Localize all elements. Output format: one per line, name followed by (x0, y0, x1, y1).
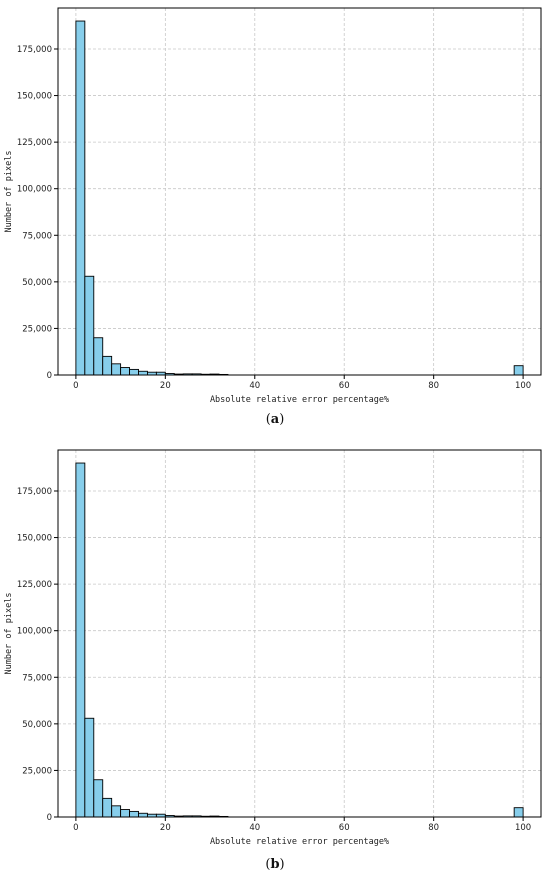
grid-lines-a (58, 8, 541, 376)
x-tick-label: 0 (73, 823, 78, 833)
y-tick-label: 150,000 (17, 92, 52, 102)
histogram-bar (75, 462, 86, 818)
y-tick-label: 100,000 (17, 185, 52, 195)
y-tick-label: 75,000 (22, 231, 52, 241)
histogram-bar (102, 797, 113, 818)
x-tick-label: 60 (339, 381, 350, 391)
y-tick-label: 125,000 (17, 580, 52, 590)
histogram-bar (120, 809, 131, 818)
y-tick-label: 50,000 (22, 720, 52, 730)
x-tick-label: 40 (249, 823, 260, 833)
histogram-bar (102, 355, 113, 376)
y-tick-label: 75,000 (22, 673, 52, 683)
x-tick-label: 100 (515, 823, 531, 833)
axes-frame-b (57, 449, 542, 818)
histogram-bar (138, 370, 148, 376)
histogram-bar (75, 20, 86, 376)
x-tick-label: 40 (249, 381, 260, 391)
y-tick-label: 25,000 (22, 324, 52, 334)
histogram-chart-a: 0 20 40 60 80 100 0 25,000 50,000 75,000 100,000 12… (4, 7, 542, 405)
y-axis-label: Number of pixels (4, 593, 14, 675)
histogram-bar (84, 275, 95, 376)
histogram-chart-b: 0 20 40 60 80 100 0 25,000 50,000 75,000 100,000 12… (4, 449, 542, 847)
x-tick-label: 80 (428, 381, 439, 391)
histogram-bar (120, 367, 131, 376)
x-tick-label: 80 (428, 823, 439, 833)
caption-b-letter: b (270, 857, 280, 872)
histogram-bar (513, 365, 524, 376)
y-tick-label: 0 (47, 371, 52, 381)
x-tick-label: 60 (339, 823, 350, 833)
x-axis-label: Absolute relative error percentage% (210, 395, 389, 405)
caption-a-letter: a (270, 412, 280, 427)
histogram-bar (111, 805, 122, 818)
histogram-panel-b: 0 20 40 60 80 100 0 25,000 50,000 75,000 100,000 12… (0, 442, 550, 881)
x-tick-label: 20 (160, 823, 171, 833)
caption-a: (a) (265, 412, 285, 427)
histogram-bar (129, 368, 139, 376)
caption-b: (b) (265, 857, 285, 872)
x-axis-label: Absolute relative error percentage% (210, 837, 389, 847)
y-tick-label: 175,000 (17, 45, 52, 55)
histogram-bar (111, 363, 122, 376)
y-tick-label: 100,000 (17, 627, 52, 637)
y-tick-label: 150,000 (17, 534, 52, 544)
y-tick-label: 25,000 (22, 766, 52, 776)
bars-a (75, 20, 524, 376)
y-tick-label: 50,000 (22, 278, 52, 288)
axes-frame-a (57, 7, 542, 376)
grid-lines-b (58, 450, 541, 818)
y-tick-label: 125,000 (17, 138, 52, 148)
y-tick-label: 175,000 (17, 487, 52, 497)
histogram-panel-a: 0 20 40 60 80 100 0 25,000 50,000 75,000 100,000 12… (0, 0, 550, 440)
histogram-bar (138, 812, 148, 818)
histogram-bar (129, 810, 139, 818)
x-tick-label: 100 (515, 381, 531, 391)
y-axis-label: Number of pixels (4, 151, 14, 233)
x-tick-label: 20 (160, 381, 171, 391)
x-tick-label: 0 (73, 381, 78, 391)
histogram-bar (84, 717, 95, 818)
histogram-bar (513, 807, 524, 818)
histogram-bar (93, 779, 104, 818)
y-tick-label: 0 (47, 813, 52, 823)
bars-b (75, 462, 524, 818)
histogram-bar (93, 337, 104, 376)
